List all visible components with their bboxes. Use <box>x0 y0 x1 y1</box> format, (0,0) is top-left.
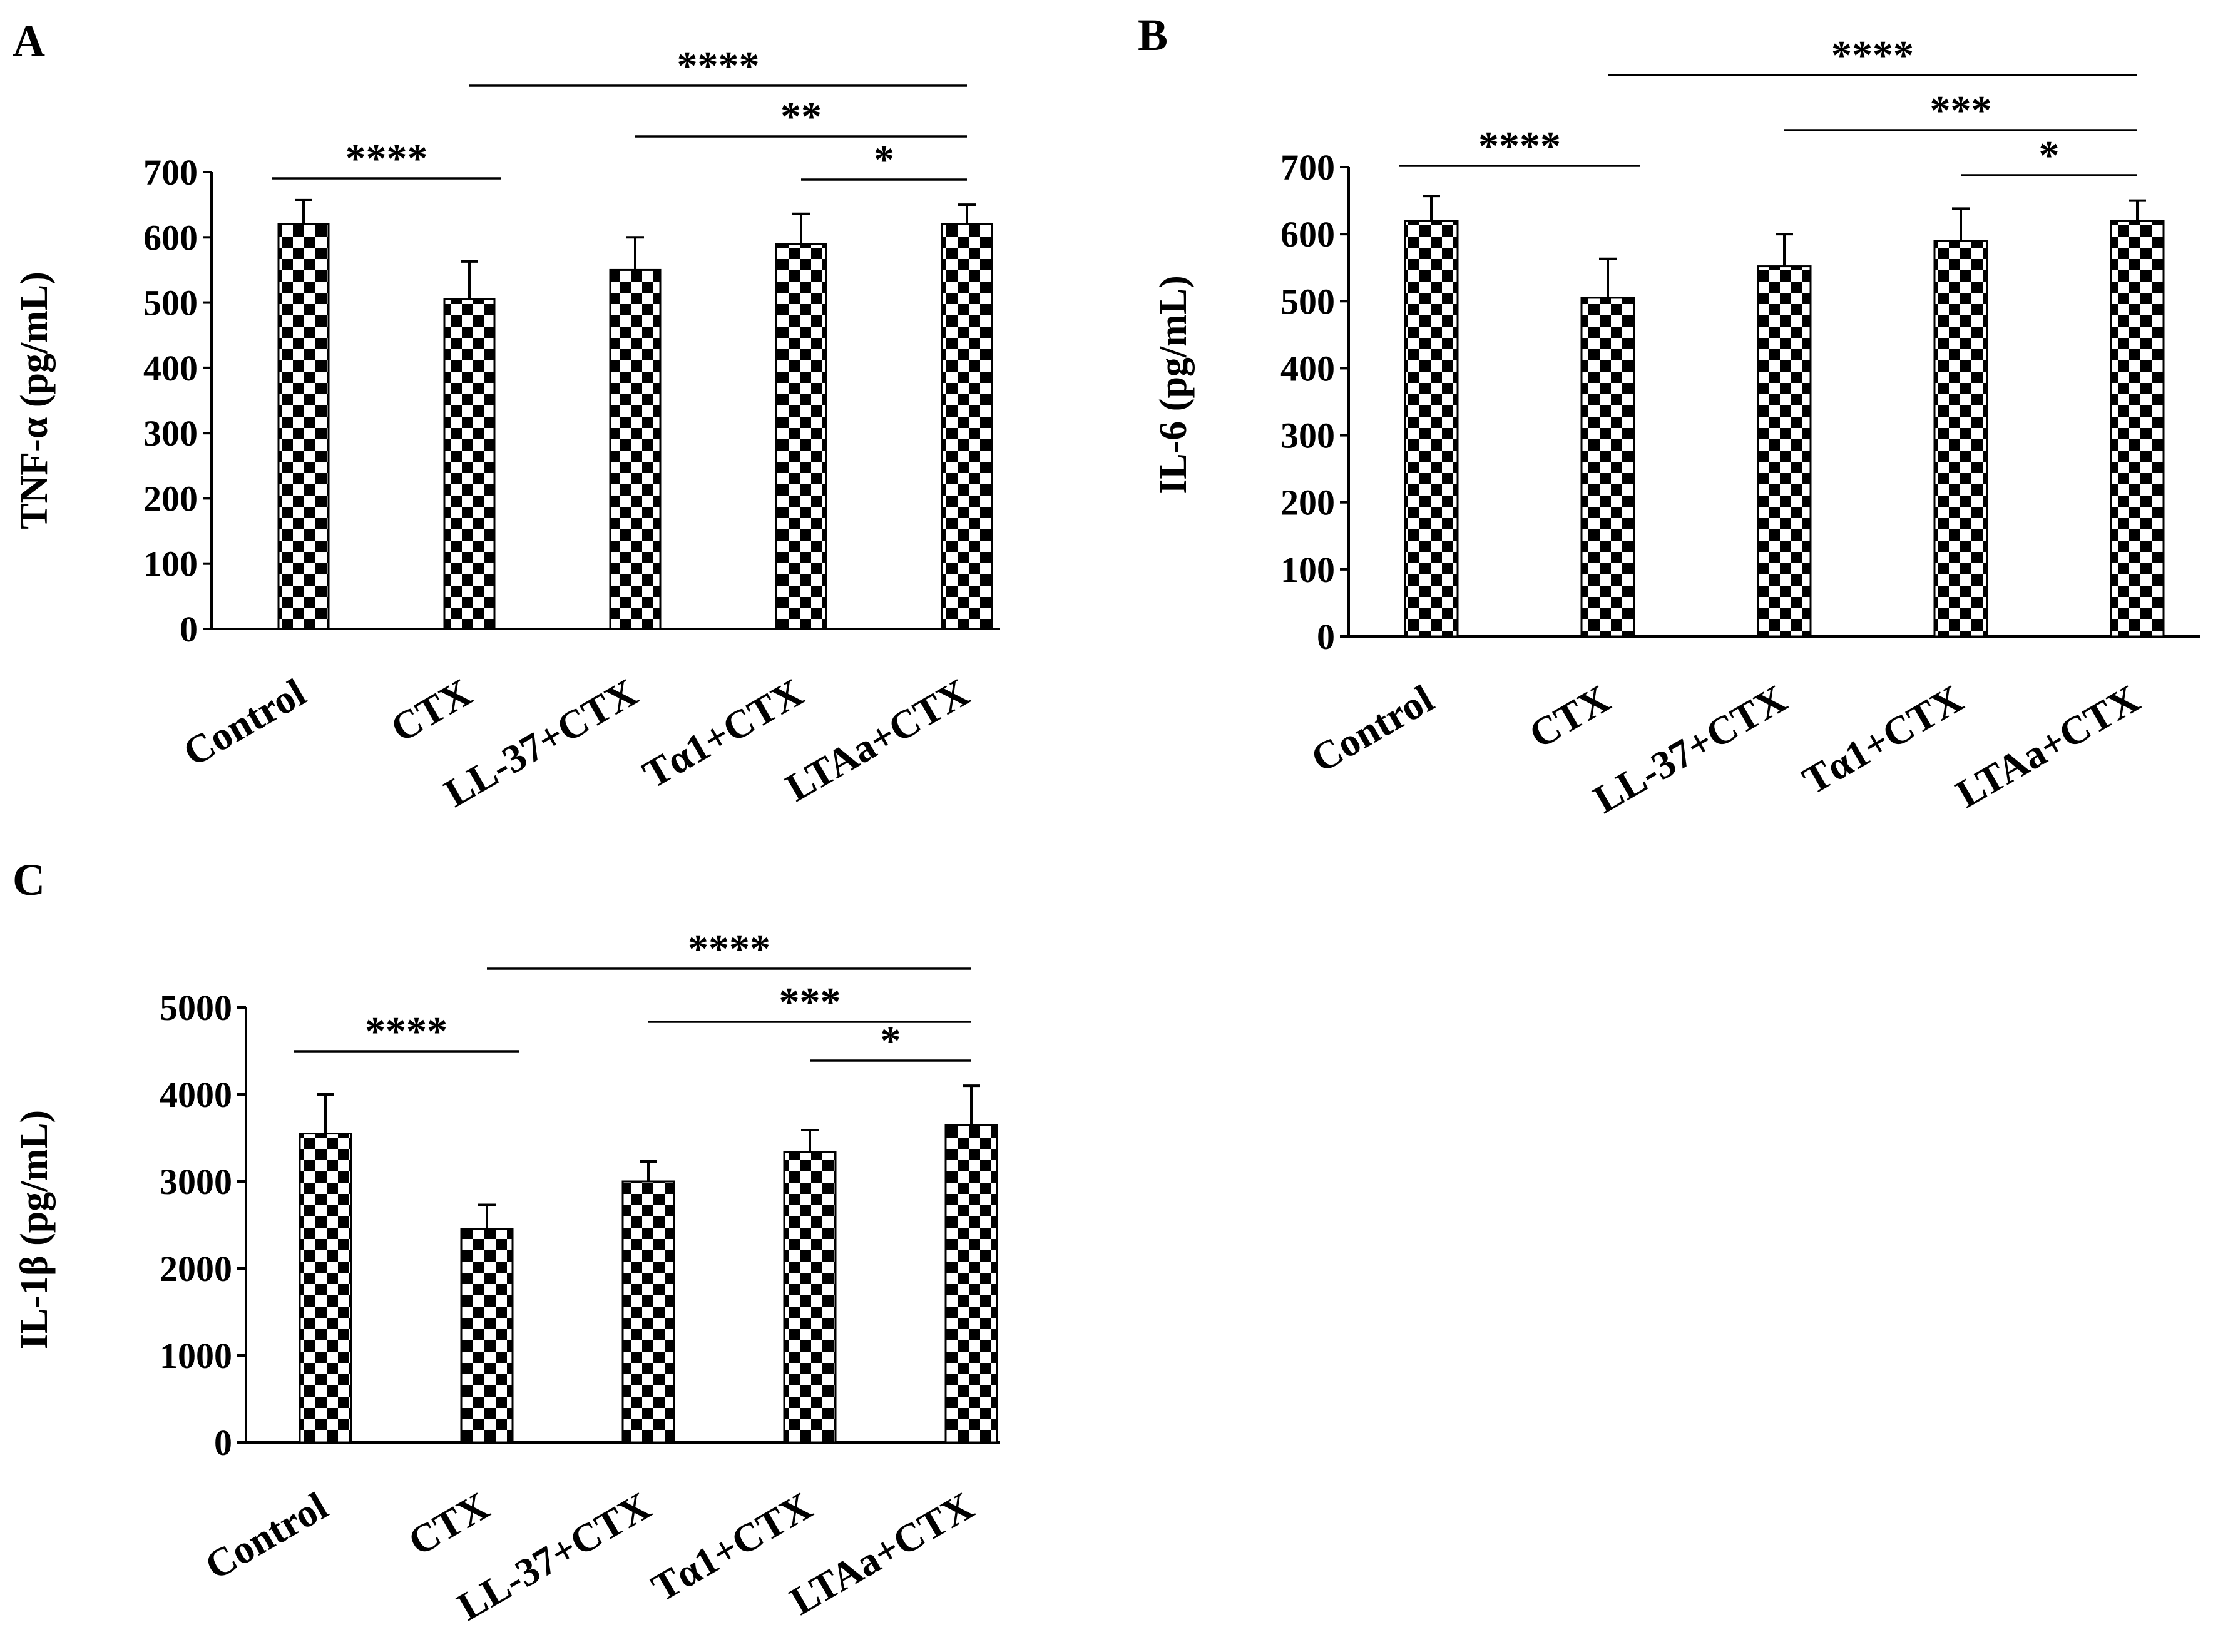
y-tick-label: 600 <box>1280 214 1335 255</box>
y-tick-label: 300 <box>143 413 198 454</box>
bar <box>941 223 993 630</box>
bar <box>944 1124 998 1444</box>
x-tick-label: CTX <box>383 670 479 751</box>
panel-label-a: A <box>13 16 45 66</box>
significance-label: *** <box>1930 88 1992 133</box>
x-tick-label: LTAa+CTX <box>782 1484 981 1624</box>
x-tick-label: Tα1+CTX <box>1795 676 1970 803</box>
y-tick-label: 600 <box>143 217 198 258</box>
bar <box>1404 220 1459 638</box>
y-tick-label: 4000 <box>160 1074 232 1115</box>
significance-label: *** <box>779 979 841 1025</box>
chart-panel-c: 0 1000 2000 3000 4000 5000 IL-1β (pg/mL) Contro… <box>13 926 1000 1629</box>
bar <box>1580 297 1635 638</box>
y-tick-label: 1000 <box>160 1335 232 1376</box>
y-tick-label: 0 <box>180 609 198 650</box>
bar <box>443 298 496 630</box>
significance-label: * <box>881 1018 901 1064</box>
y-tick-label: 200 <box>1280 482 1335 523</box>
y-tick-label: 700 <box>1280 147 1335 188</box>
y-tick-label: 400 <box>143 348 198 389</box>
x-tick-label: LTAa+CTX <box>778 670 976 810</box>
y-tick-label: 700 <box>143 152 198 193</box>
y-tick-label: 200 <box>143 478 198 519</box>
y-tick-label: 0 <box>1317 616 1335 657</box>
panel-label-c: C <box>13 855 45 905</box>
y-tick-label: 2000 <box>160 1248 232 1289</box>
bar <box>783 1151 837 1444</box>
y-axis-label: IL-6 (pg/mL) <box>1152 275 1195 494</box>
bar <box>460 1228 514 1444</box>
chart-panel-b: 0 100 200 300 400 500 600 700 IL-6 (pg/mL) Contro… <box>1152 33 2200 822</box>
x-tick-label: Control <box>176 670 313 775</box>
x-tick-label: LL-37+CTX <box>1586 676 1794 822</box>
significance-label: **** <box>688 926 770 972</box>
bar <box>609 268 662 630</box>
significance-label: **** <box>677 43 760 89</box>
y-tick-label: 400 <box>1280 348 1335 389</box>
y-axis-label: TNF-α (pg/mL) <box>13 272 56 529</box>
significance-label: ** <box>780 94 822 140</box>
significance-label: * <box>874 137 894 183</box>
bar <box>2110 220 2165 638</box>
bar <box>775 243 827 630</box>
bar <box>621 1180 675 1444</box>
x-tick-label: CTX <box>401 1484 496 1564</box>
y-axis-label: IL-1β (pg/mL) <box>13 1110 56 1349</box>
bar <box>299 1133 352 1444</box>
y-tick-label: 300 <box>1280 416 1335 456</box>
y-tick-label: 500 <box>143 283 198 324</box>
x-tick-label: LTAa+CTX <box>1948 676 2147 817</box>
significance-label: * <box>2039 133 2060 178</box>
bar <box>1933 240 1988 638</box>
y-tick-label: 100 <box>1280 549 1335 590</box>
bar <box>1757 265 1812 638</box>
x-tick-label: Control <box>1304 676 1441 782</box>
y-tick-label: 100 <box>143 544 198 584</box>
y-tick-label: 5000 <box>160 987 232 1028</box>
y-tick-label: 3000 <box>160 1161 232 1202</box>
panel-label-b: B <box>1138 10 1168 60</box>
x-tick-label: CTX <box>1521 676 1617 757</box>
bar <box>277 223 330 630</box>
y-tick-label: 500 <box>1280 281 1335 322</box>
chart-panel-a: 0 100 200 300 400 500 600 700 TNF-α (pg/mL) Contr… <box>13 43 1000 815</box>
x-tick-label: Control <box>198 1484 335 1589</box>
significance-label: **** <box>1831 33 1914 78</box>
significance-label: **** <box>345 136 428 181</box>
y-tick-label: 0 <box>214 1422 232 1463</box>
significance-label: **** <box>1478 123 1561 169</box>
significance-label: **** <box>365 1009 447 1054</box>
